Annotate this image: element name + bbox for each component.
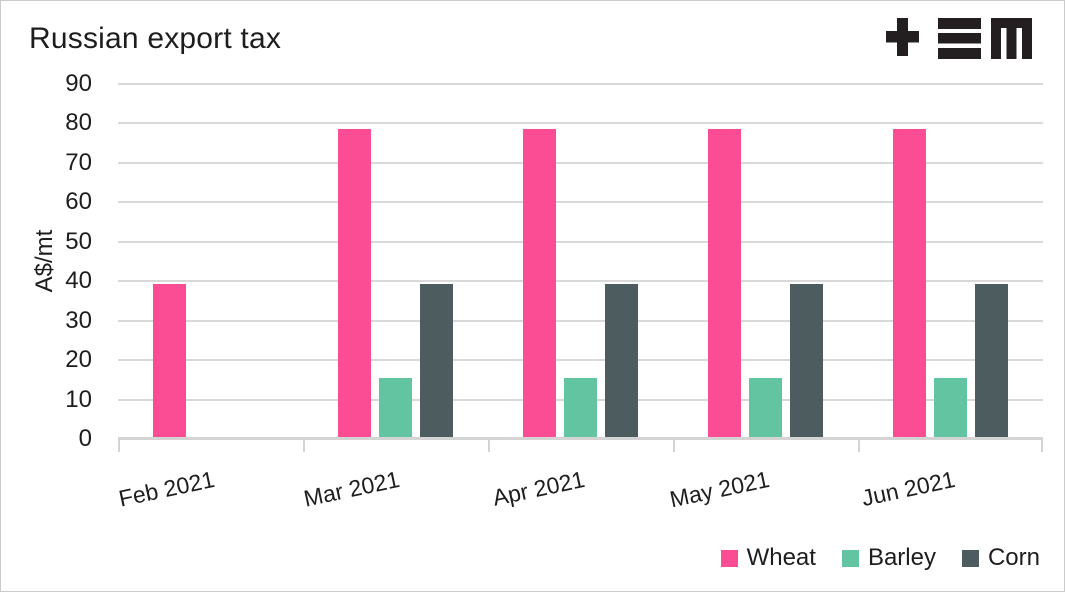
plot-area xyxy=(118,83,1043,452)
bar-wheat-feb-2021 xyxy=(153,284,186,437)
bar-barley-may-2021 xyxy=(749,378,782,437)
legend-item-barley: Barley xyxy=(841,543,936,573)
gridline-60 xyxy=(118,201,1043,204)
y-tick-label-60: 60 xyxy=(65,188,92,216)
gridline-20 xyxy=(118,359,1043,362)
gridline-50 xyxy=(118,240,1043,243)
legend-item-wheat: Wheat xyxy=(720,543,816,573)
legend-swatch-barley xyxy=(841,549,859,567)
x-axis-line xyxy=(118,437,1043,440)
y-tick-label-40: 40 xyxy=(65,267,92,295)
x-axis-tick xyxy=(488,440,490,452)
legend-swatch-corn xyxy=(961,549,979,567)
gridline-80 xyxy=(118,122,1043,125)
bar-corn-may-2021 xyxy=(790,284,823,437)
y-tick-label-30: 30 xyxy=(65,306,92,334)
bar-barley-jun-2021 xyxy=(934,378,967,437)
tem-logo-icon xyxy=(886,18,1032,59)
x-axis-tick xyxy=(303,440,305,452)
y-tick-label-90: 90 xyxy=(65,70,92,97)
x-tick-label-jun-2021: Jun 2021 xyxy=(859,465,958,512)
y-tick-label-50: 50 xyxy=(65,227,92,255)
bar-wheat-apr-2021 xyxy=(523,129,556,437)
y-tick-label-0: 0 xyxy=(78,425,92,452)
legend-swatch-wheat xyxy=(720,549,738,567)
legend-label-corn: Corn xyxy=(987,544,1040,571)
chart-title: Russian export tax xyxy=(29,22,282,55)
y-tick-label-80: 80 xyxy=(65,109,92,137)
y-tick-label-20: 20 xyxy=(65,346,92,374)
legend-item-corn: Corn xyxy=(961,543,1040,573)
x-tick-label-may-2021: May 2021 xyxy=(667,465,773,513)
bar-wheat-jun-2021 xyxy=(893,129,926,437)
y-tick-label-70: 70 xyxy=(65,148,92,176)
x-axis-tick xyxy=(1041,440,1043,452)
bar-barley-mar-2021 xyxy=(379,378,412,437)
gridline-70 xyxy=(118,161,1043,164)
x-axis-tick xyxy=(118,440,120,452)
bar-wheat-mar-2021 xyxy=(338,129,371,437)
bar-corn-jun-2021 xyxy=(975,284,1008,437)
x-tick-label-mar-2021: Mar 2021 xyxy=(301,465,403,512)
legend-label-wheat: Wheat xyxy=(746,544,816,571)
x-tick-label-feb-2021: Feb 2021 xyxy=(116,465,218,512)
legend: Wheat Barley Corn xyxy=(720,543,1040,573)
bar-corn-apr-2021 xyxy=(605,284,638,437)
x-tick-label-apr-2021: Apr 2021 xyxy=(490,465,588,511)
bar-barley-apr-2021 xyxy=(564,378,597,437)
gridline-90 xyxy=(118,83,1043,85)
x-axis-tick xyxy=(858,440,860,452)
y-tick-label-10: 10 xyxy=(65,385,92,413)
y-axis-label: A$/mt xyxy=(31,229,58,293)
legend-label-barley: Barley xyxy=(867,544,936,571)
bar-corn-mar-2021 xyxy=(420,284,453,437)
bar-wheat-may-2021 xyxy=(708,129,741,437)
gridline-40 xyxy=(118,280,1043,283)
gridline-30 xyxy=(118,319,1043,322)
x-axis-tick xyxy=(673,440,675,452)
